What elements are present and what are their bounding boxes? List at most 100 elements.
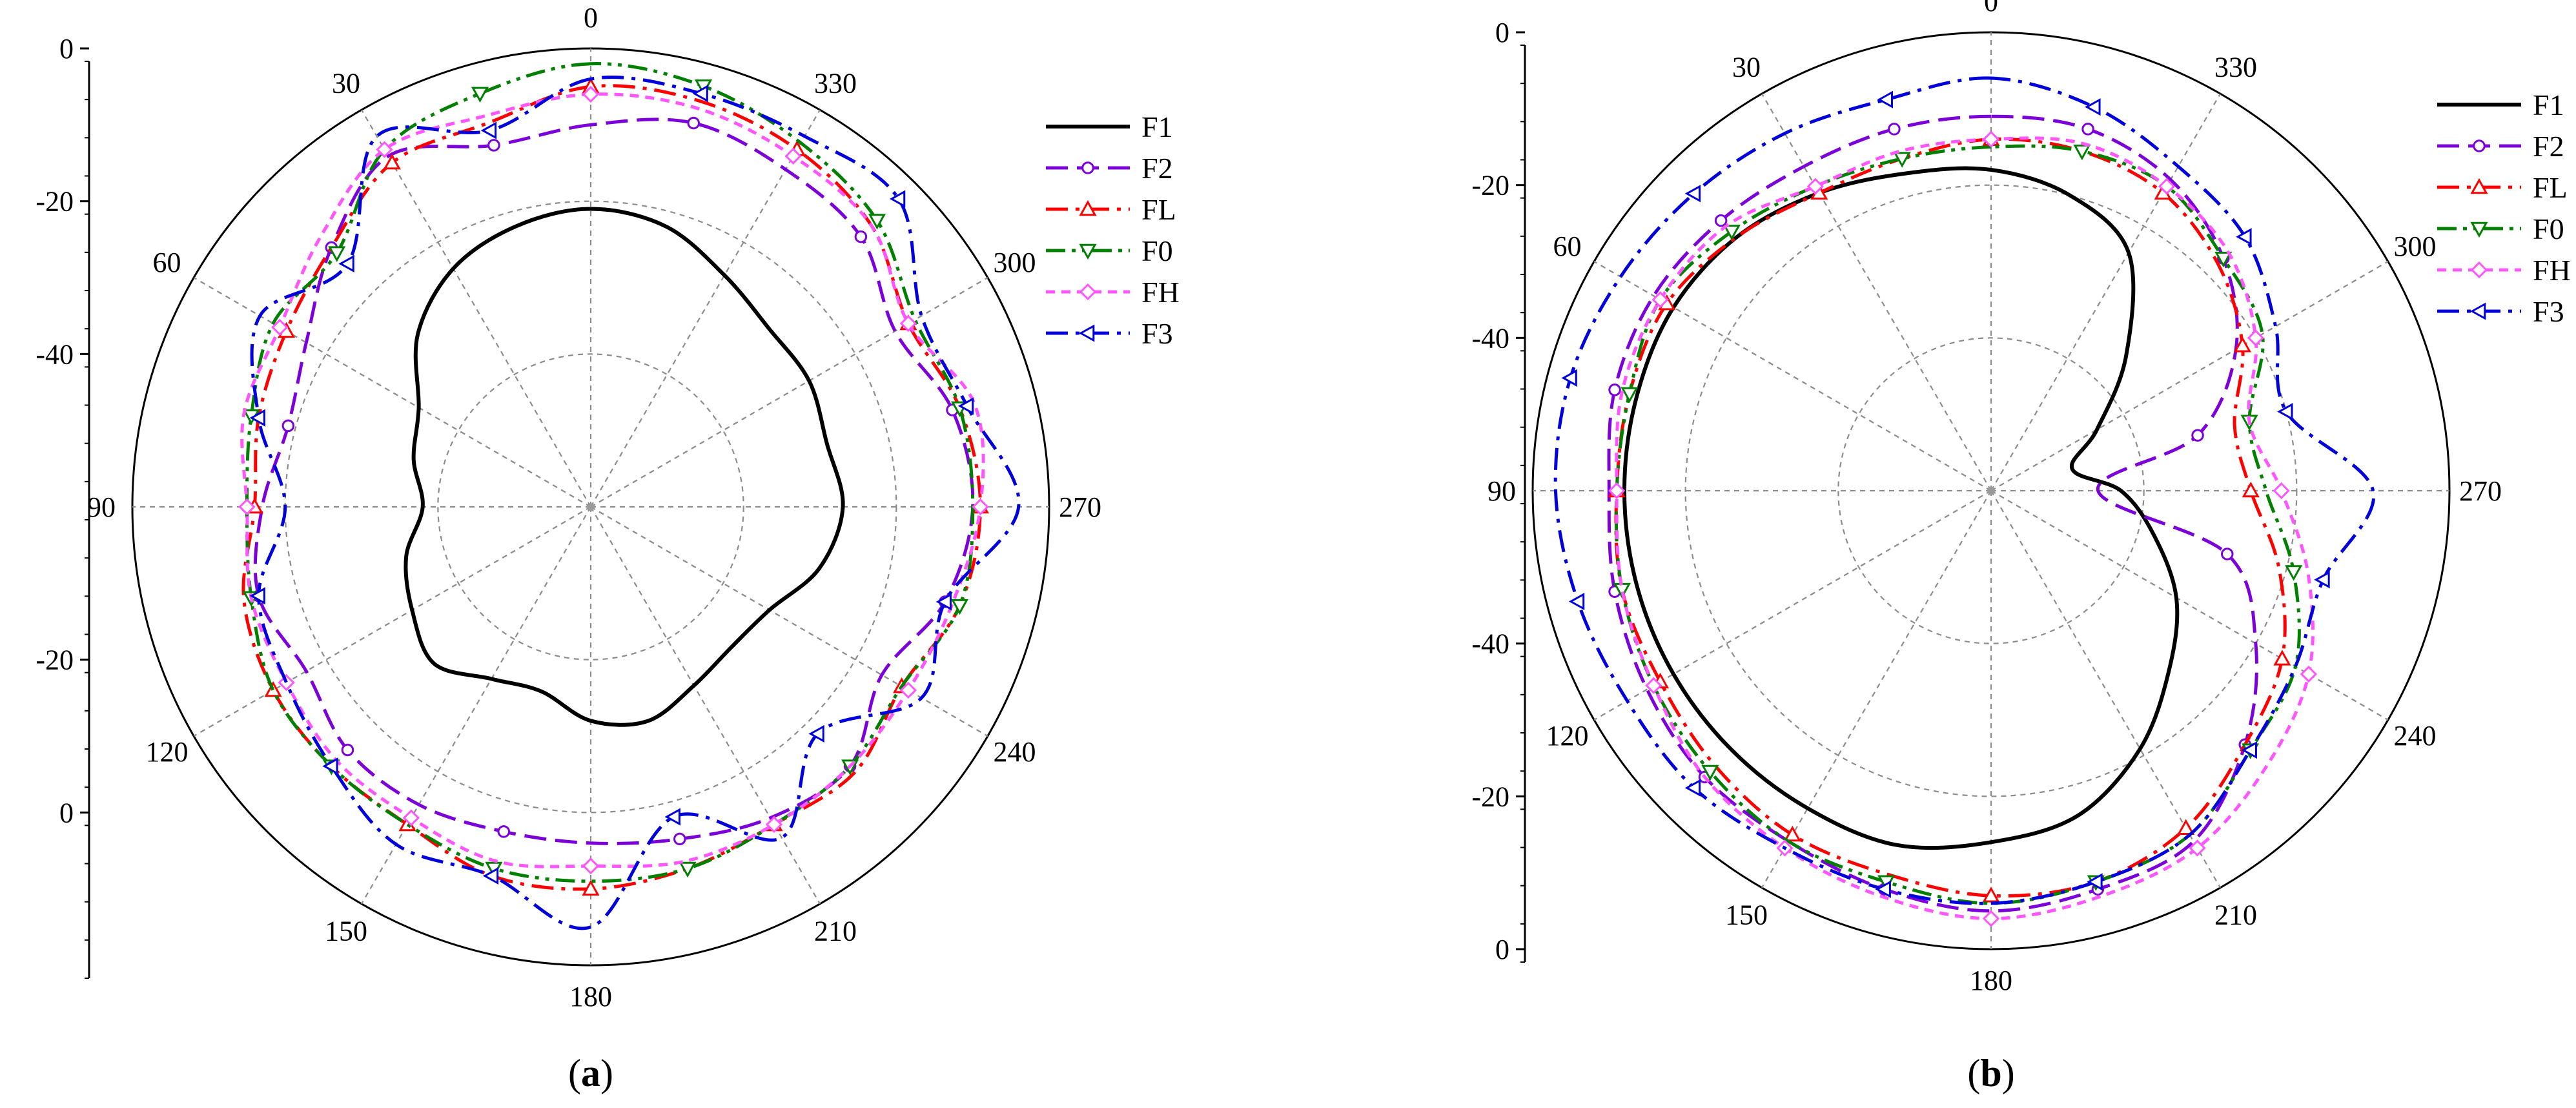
legend-marker-fh [2470, 261, 2488, 279]
data-point-fl [2233, 336, 2251, 353]
grid-spoke [1990, 490, 2389, 721]
data-point-f3 [692, 85, 708, 103]
angle-tick-label: 90 [87, 491, 116, 523]
legend-label: FL [1141, 193, 1176, 226]
data-point-f0 [2214, 251, 2233, 268]
data-point-f3 [889, 190, 906, 208]
series-line-fh [1615, 136, 2315, 921]
grid-spoke [1593, 261, 1992, 491]
data-point-fh [402, 809, 420, 826]
angle-tick-label: 210 [2214, 899, 2257, 930]
grid-spoke [193, 277, 591, 508]
data-point-f3 [1877, 90, 1893, 108]
radial-axis: 0 -20 -40 -40 -20 0 [1471, 17, 1526, 965]
angle-tick-label: 60 [153, 247, 181, 278]
center-dot [1987, 487, 1995, 495]
series-fh [1608, 130, 2318, 927]
data-point-f3 [2314, 571, 2330, 589]
angle-tick-label: 240 [993, 736, 1036, 768]
radial-tick-label: 0 [59, 797, 74, 828]
angle-tick-label: 150 [325, 915, 367, 947]
legend-label: F2 [1141, 152, 1173, 185]
grid-spoke [590, 277, 988, 508]
data-point-f2 [673, 832, 686, 846]
angle-tick-label: 90 [1487, 475, 1516, 507]
panel-b: 0 30 60 90 120 150 180 210 240 270 300 330 0 -20 -40 -4… [1471, 0, 2570, 1094]
data-point-f3 [1684, 779, 1701, 797]
grid-spoke [193, 506, 591, 737]
series-fh [238, 85, 989, 875]
angle-tick-label: 30 [1732, 52, 1761, 83]
data-point-f3 [1568, 592, 1585, 611]
data-point-fh [1651, 291, 1669, 309]
data-point-f2 [2191, 429, 2204, 442]
radial-tick-label: -40 [1471, 628, 1509, 660]
radial-tick-label: 0 [1495, 17, 1509, 48]
data-point-f3 [2241, 741, 2257, 759]
legend-marker-f0 [2470, 221, 2488, 238]
data-point-fh [1608, 482, 1626, 500]
data-point-f3 [664, 808, 680, 826]
data-point-fh [2189, 839, 2206, 857]
data-point-f0 [1893, 152, 1911, 168]
data-point-f3 [1875, 880, 1891, 898]
data-point-f0 [471, 87, 489, 103]
series-line-f0 [245, 62, 975, 883]
data-point-f2 [281, 419, 295, 433]
data-point-fh [899, 681, 917, 699]
data-point-f3 [480, 121, 497, 139]
center-dot [587, 503, 595, 511]
data-point-f3 [249, 409, 265, 427]
data-point-fh [1645, 677, 1662, 694]
series-line-f1 [404, 207, 845, 727]
series-line-fl [1614, 137, 2287, 898]
data-point-f2 [1888, 123, 1901, 136]
grid-spoke [590, 109, 821, 508]
data-point-fl [383, 154, 401, 170]
data-point-f2 [341, 743, 354, 757]
data-point-f2 [2081, 123, 2094, 136]
radial-tick-label: 0 [59, 33, 74, 65]
data-point-fh [899, 314, 917, 333]
data-point-fh [2273, 482, 2290, 500]
legend-label: F1 [2533, 88, 2564, 121]
data-point-f2 [497, 825, 510, 838]
panel-caption: (a) [568, 1052, 613, 1094]
data-point-fl [1783, 825, 1801, 842]
data-point-f2 [1714, 214, 1728, 227]
data-point-f0 [868, 214, 886, 230]
series-f0 [1613, 144, 2303, 905]
data-point-f0 [1620, 387, 1639, 404]
radial-tick-label: -20 [36, 644, 74, 676]
data-point-f2 [487, 139, 500, 152]
angle-tick-label: 120 [1546, 720, 1589, 752]
data-point-f2 [854, 230, 868, 243]
series-f2 [252, 116, 975, 846]
caption-letter: a [581, 1052, 600, 1094]
data-point-fl [2273, 650, 2291, 666]
data-point-fl [1982, 887, 2000, 903]
angle-tick-label: 210 [814, 915, 857, 947]
radial-tick-label: -40 [1471, 322, 1509, 354]
legend-label: F3 [2533, 295, 2564, 328]
series-line-f2 [253, 118, 975, 845]
series-fl [1608, 130, 2291, 903]
legend-marker-fl [1079, 200, 1097, 216]
grid-spoke [1990, 261, 2389, 491]
data-point-fh [238, 498, 256, 516]
radial-tick-label: -20 [1471, 781, 1509, 812]
grid-spoke [1990, 93, 2221, 491]
radial-tick-label: 0 [1495, 934, 1509, 965]
data-point-f0 [950, 599, 969, 615]
legend-marker-fh [1079, 283, 1097, 301]
grid-spoke [1761, 490, 1992, 888]
data-point-f3 [338, 254, 354, 273]
series-f3 [1553, 76, 2376, 905]
series-f1 [404, 207, 845, 727]
grid-circle [1684, 184, 2298, 797]
series-line-fl [241, 84, 982, 891]
data-point-fh [582, 857, 600, 875]
legend-label: F0 [1141, 234, 1173, 267]
grid-circle [437, 353, 744, 661]
data-point-f3 [1561, 369, 1577, 387]
